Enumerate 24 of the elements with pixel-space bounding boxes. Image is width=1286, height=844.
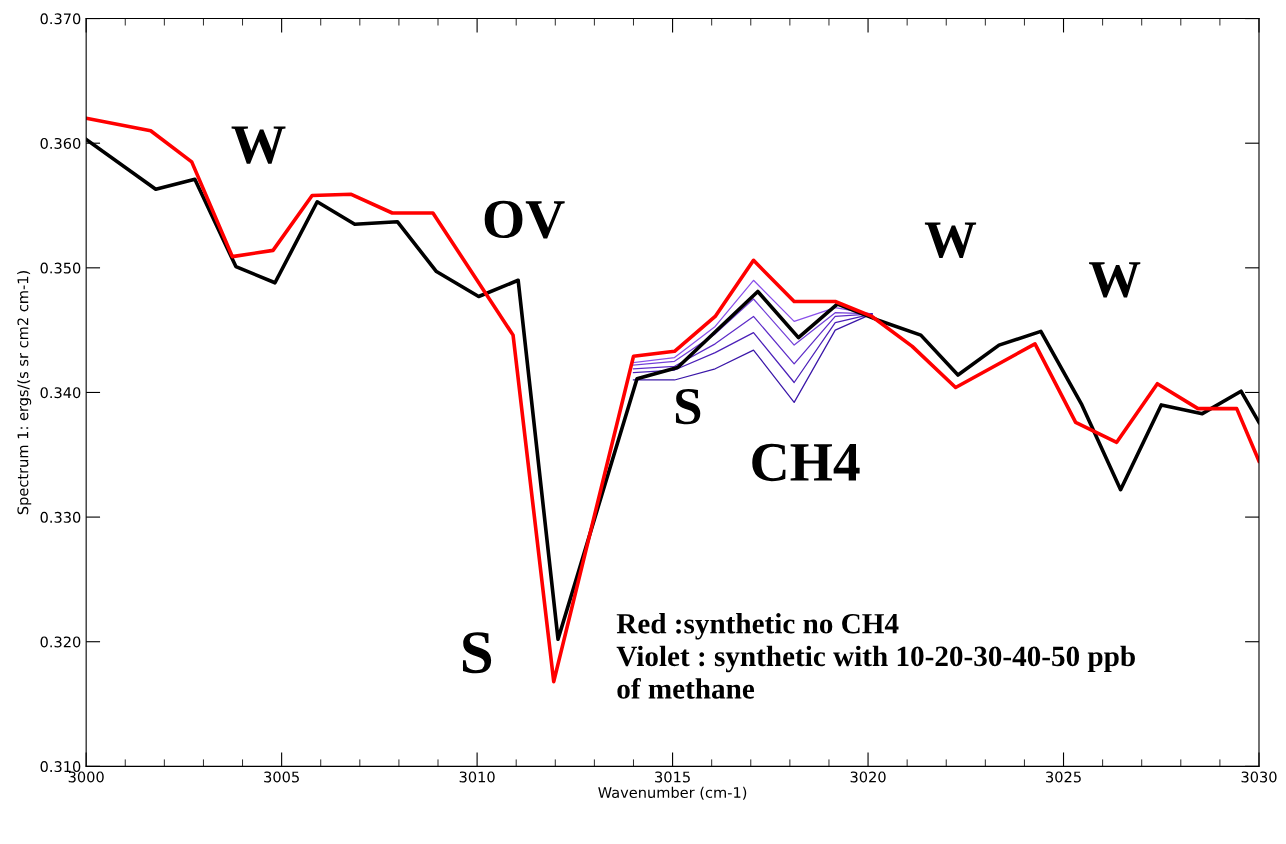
y-tick-label: 0.330 [40, 511, 81, 523]
y-tick-label: 0.310 [40, 761, 81, 773]
x-tick-label: 3015 [655, 771, 690, 783]
annotation: Red :synthetic no CH4 Violet : synthetic with 10-20-30-40-50 ppb of methane [616, 613, 1135, 699]
y-tick-label: 0.340 [40, 387, 81, 399]
y-tick-label: 0.350 [40, 262, 81, 274]
x-tick-label: 3005 [264, 771, 299, 783]
x-tick-label: 3000 [68, 771, 104, 783]
annotation: W [924, 222, 977, 258]
y-axis-title: Spectrum 1: ergs/(s sr cm2 cm-1) [17, 271, 32, 515]
annotation: W [1089, 262, 1141, 298]
annotation: S [675, 388, 701, 425]
annotation: S [462, 632, 492, 674]
y-tick-label: 0.370 [40, 13, 81, 25]
annotation: CH4 [752, 443, 860, 482]
y-tick-label: 0.360 [40, 137, 81, 149]
x-tick-label: 3030 [1241, 771, 1277, 783]
x-tick-label: 3025 [1046, 771, 1081, 783]
annotation: OV [484, 200, 565, 239]
annotation: W [231, 126, 286, 164]
x-axis-title: Wavenumber (cm-1) [598, 786, 747, 800]
y-tick-label: 0.320 [40, 636, 81, 648]
x-tick-label: 3020 [850, 771, 886, 783]
x-tick-label: 3010 [459, 771, 495, 783]
